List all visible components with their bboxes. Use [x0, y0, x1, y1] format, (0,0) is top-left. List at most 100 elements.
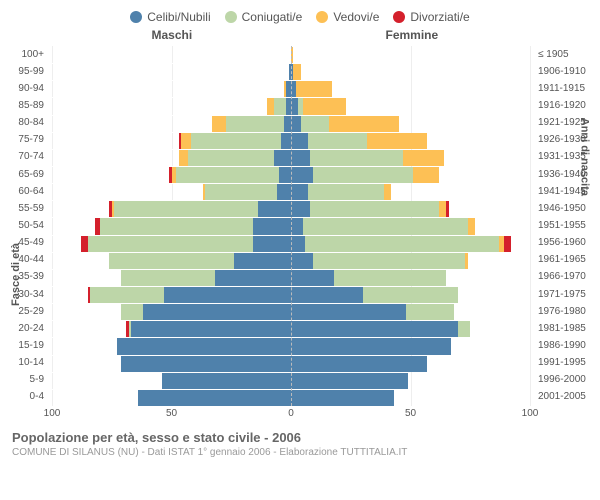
- legend-item-celibi: Celibi/Nubili: [130, 10, 210, 24]
- segment-vedovi: [212, 116, 226, 132]
- bar-right: [291, 321, 530, 337]
- age-label: 60-64: [18, 187, 44, 197]
- age-label: 55-59: [18, 204, 44, 214]
- bar-left: [52, 373, 291, 389]
- legend-label: Coniugati/e: [242, 10, 303, 24]
- segment-vedovi: [267, 98, 274, 114]
- segment-coniugati: [205, 184, 277, 200]
- age-label: 40-44: [18, 255, 44, 265]
- segment-divorziati: [81, 236, 88, 252]
- segment-coniugati: [458, 321, 470, 337]
- segment-celibi: [279, 167, 291, 183]
- segment-vedovi: [465, 253, 467, 269]
- bar-right: [291, 133, 530, 149]
- age-label: 70-74: [18, 152, 44, 162]
- age-axis-labels: 100+95-9990-9485-8980-8475-7970-7465-696…: [0, 46, 48, 406]
- segment-coniugati: [114, 201, 257, 217]
- segment-coniugati: [274, 98, 286, 114]
- bar-right: [291, 218, 530, 234]
- bar-right: [291, 390, 530, 406]
- segment-celibi: [291, 253, 313, 269]
- segment-celibi: [253, 236, 291, 252]
- legend-label: Celibi/Nubili: [147, 10, 210, 24]
- legend-item-coniugati: Coniugati/e: [225, 10, 303, 24]
- age-label: 65-69: [18, 170, 44, 180]
- bar-left: [52, 116, 291, 132]
- chart-subtitle: COMUNE DI SILANUS (NU) - Dati ISTAT 1° g…: [12, 447, 600, 458]
- birth-label: 1996-2000: [538, 375, 586, 385]
- bar-left: [52, 81, 291, 97]
- segment-celibi: [291, 116, 301, 132]
- legend-dot-icon: [130, 11, 142, 23]
- legend-item-divorziati: Divorziati/e: [393, 10, 469, 24]
- bar-right: [291, 338, 530, 354]
- bar-left: [52, 64, 291, 80]
- bar-right: [291, 304, 530, 320]
- segment-celibi: [162, 373, 291, 389]
- segment-coniugati: [310, 201, 439, 217]
- birth-label: 2001-2005: [538, 392, 586, 402]
- segment-celibi: [291, 150, 310, 166]
- birth-label: 1961-1965: [538, 255, 586, 265]
- age-label: 50-54: [18, 221, 44, 231]
- segment-coniugati: [305, 236, 499, 252]
- bar-right: [291, 81, 530, 97]
- segment-coniugati: [88, 236, 253, 252]
- bar-right: [291, 64, 530, 80]
- birth-label: 1936-1940: [538, 170, 586, 180]
- chart-area: 100+95-9990-9485-8980-8475-7970-7465-696…: [52, 46, 530, 424]
- segment-vedovi: [439, 201, 446, 217]
- segment-celibi: [291, 390, 394, 406]
- segment-celibi: [291, 201, 310, 217]
- segment-celibi: [277, 184, 291, 200]
- x-tick-label: 100: [44, 408, 61, 419]
- age-label: 35-39: [18, 272, 44, 282]
- segment-vedovi: [413, 167, 439, 183]
- segment-coniugati: [363, 287, 459, 303]
- age-label: 30-34: [18, 290, 44, 300]
- segment-celibi: [291, 373, 408, 389]
- bar-left: [52, 184, 291, 200]
- age-label: 5-9: [30, 375, 44, 385]
- segment-celibi: [274, 150, 291, 166]
- age-label: 100+: [21, 50, 44, 60]
- x-tick-label: 100: [522, 408, 539, 419]
- birth-label: 1926-1930: [538, 135, 586, 145]
- bar-left: [52, 287, 291, 303]
- segment-celibi: [291, 270, 334, 286]
- birth-label: 1921-1925: [538, 118, 586, 128]
- bar-left: [52, 98, 291, 114]
- segment-celibi: [258, 201, 291, 217]
- segment-celibi: [291, 321, 458, 337]
- segment-coniugati: [406, 304, 454, 320]
- segment-coniugati: [226, 116, 283, 132]
- x-tick-label: 50: [166, 408, 177, 419]
- birth-label: 1931-1935: [538, 152, 586, 162]
- segment-vedovi: [181, 133, 191, 149]
- segment-celibi: [215, 270, 291, 286]
- header-male: Maschi: [152, 28, 193, 42]
- segment-coniugati: [334, 270, 446, 286]
- bar-left: [52, 133, 291, 149]
- column-headers: Maschi Femmine: [0, 28, 600, 46]
- x-axis: 10050050100: [52, 406, 530, 424]
- segment-divorziati: [504, 236, 511, 252]
- segment-celibi: [121, 356, 291, 372]
- segment-coniugati: [308, 133, 368, 149]
- legend-item-vedovi: Vedovi/e: [316, 10, 379, 24]
- bar-right: [291, 47, 530, 63]
- segment-celibi: [234, 253, 291, 269]
- bar-right: [291, 287, 530, 303]
- birth-label: 1911-1915: [538, 84, 585, 94]
- age-label: 80-84: [18, 118, 44, 128]
- birth-label: ≤ 1905: [538, 50, 569, 60]
- segment-celibi: [291, 98, 298, 114]
- legend-dot-icon: [316, 11, 328, 23]
- segment-coniugati: [121, 304, 143, 320]
- chart-title: Popolazione per età, sesso e stato civil…: [12, 430, 600, 445]
- bar-left: [52, 150, 291, 166]
- bar-left: [52, 321, 291, 337]
- birth-axis-labels: ≤ 19051906-19101911-19151916-19201921-19…: [534, 46, 600, 406]
- segment-coniugati: [310, 150, 403, 166]
- bar-left: [52, 47, 291, 63]
